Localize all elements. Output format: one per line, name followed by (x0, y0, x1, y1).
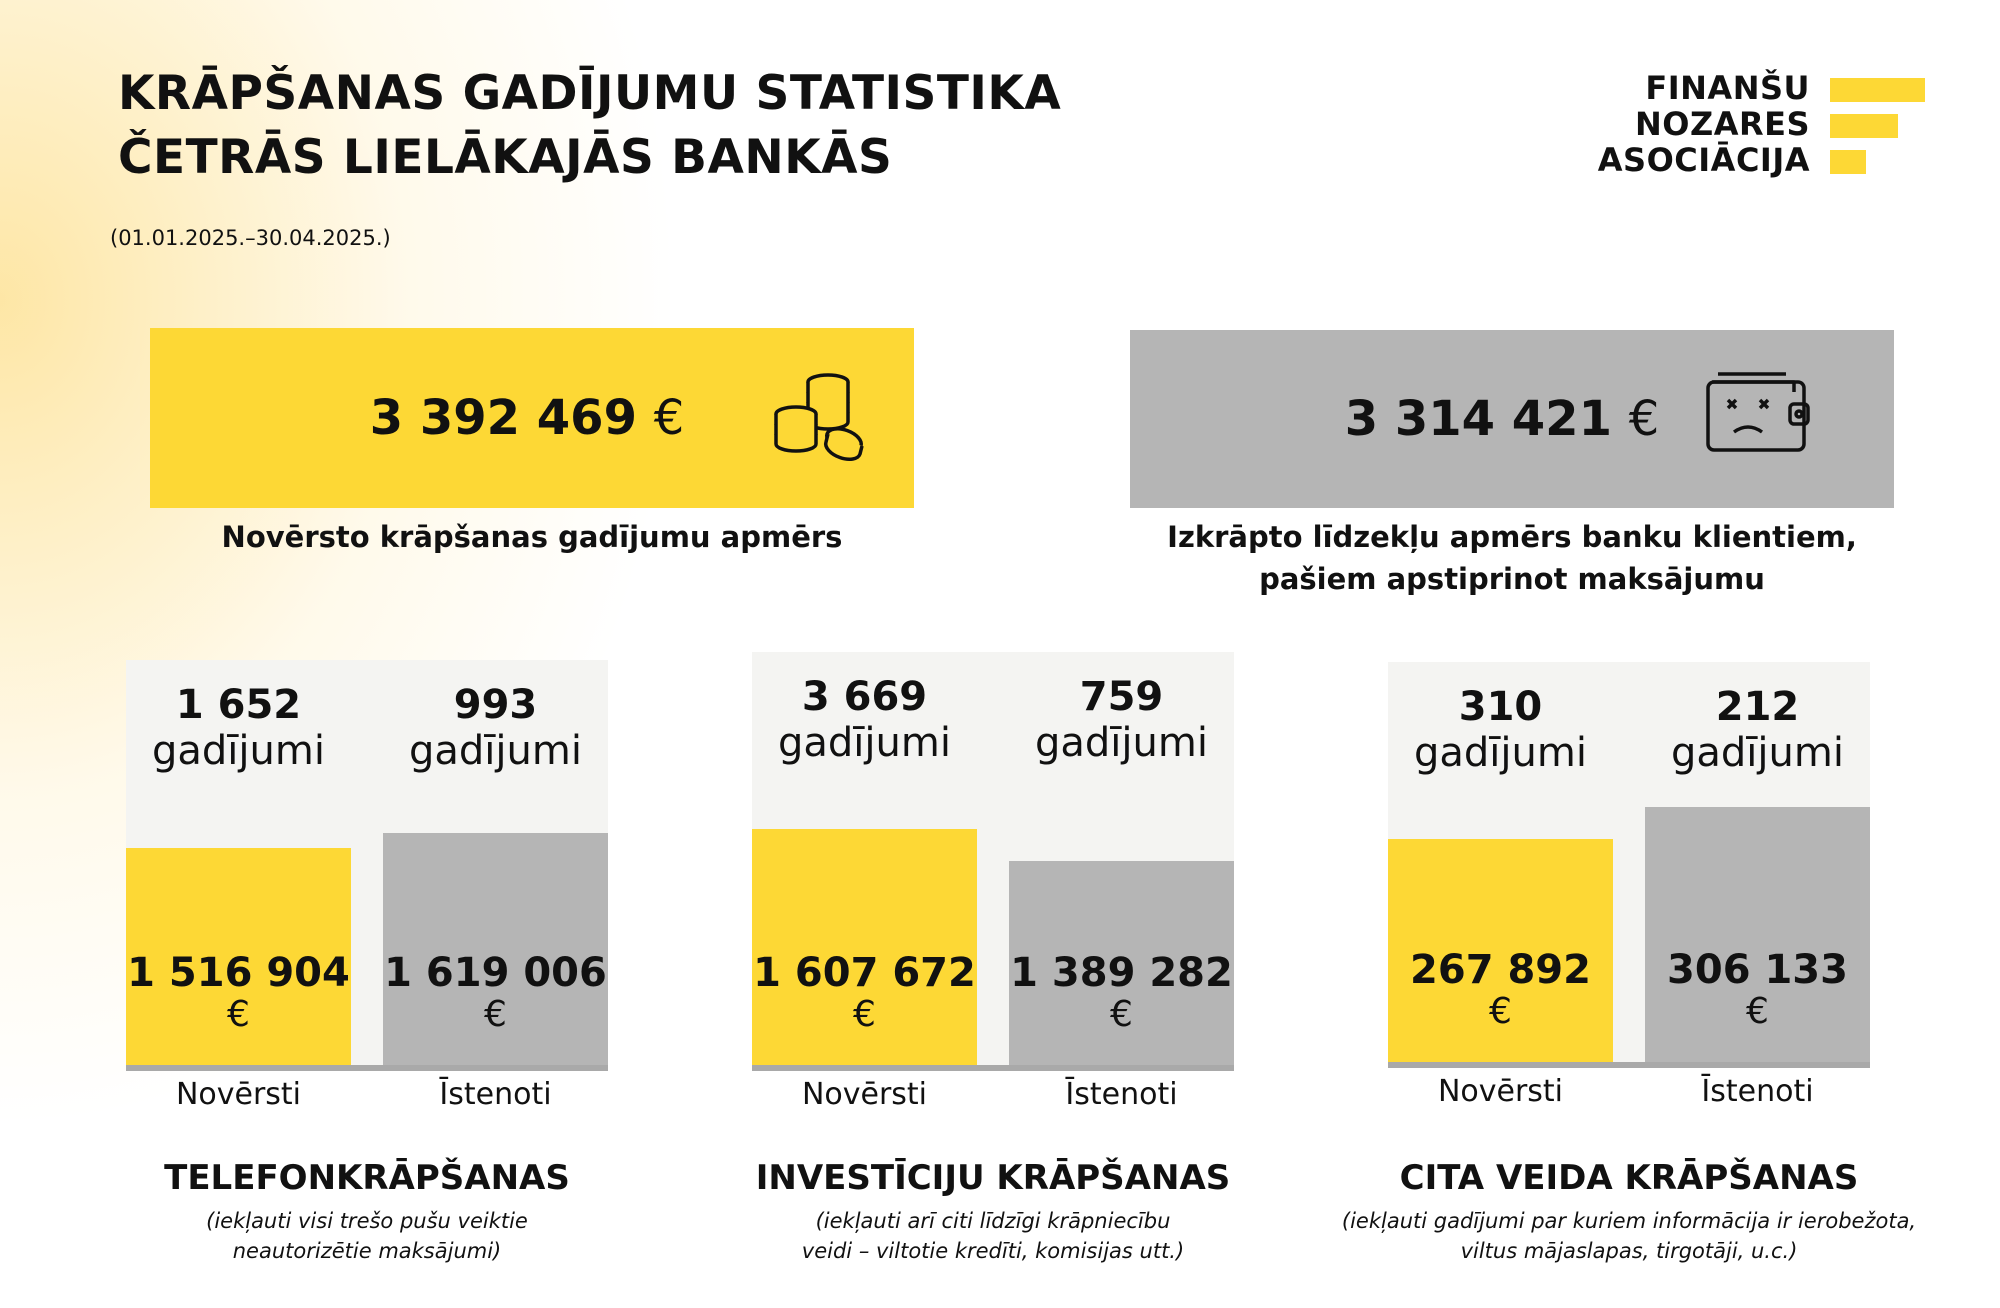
chart-note-line-1: (iekļauti gadījumi par kuriem informācij… (1341, 1209, 1917, 1233)
bar-prevented (126, 848, 351, 1065)
value-amount: 267 892 (1410, 947, 1591, 993)
chart-note-line-1: (iekļauti arī citi līdzīgi krāpniecību (815, 1209, 1171, 1233)
category-label: Īstenoti (1065, 1077, 1178, 1112)
stolen-caption-line-2: pašiem apstiprinot maksājumu (1259, 562, 1765, 596)
value-label: 306 133 € (1635, 950, 1880, 1032)
prevented-total-caption: Novērsto krāpšanas gadījumu apmērs (221, 520, 843, 554)
category-label: Īstenoti (439, 1077, 552, 1112)
chart-note: (iekļauti visi trešo pušu veiktie neautor… (37, 1206, 697, 1266)
case-count: 1 652 (175, 682, 302, 728)
prevented-total-amount: 3 392 469 (369, 390, 637, 446)
category-label: Novērsti (1437, 1074, 1564, 1109)
case-count-label: 310 gadījumi (1388, 684, 1613, 776)
case-count-unit: gadījumi (409, 728, 582, 774)
case-count-unit: gadījumi (1671, 730, 1844, 776)
chart-title: CITA VEIDA KRĀPŠANAS (1399, 1158, 1859, 1198)
stolen-total-currency: € (1628, 391, 1660, 447)
bar-prevented (1388, 839, 1613, 1062)
value-label: 1 516 904 € (116, 953, 361, 1035)
value-currency: € (227, 994, 250, 1035)
value-amount: 1 607 672 (753, 950, 976, 996)
stolen-total-caption: Izkrāpto līdzekļu apmērs banku klientiem… (1130, 516, 1894, 600)
chart-note: (iekļauti gadījumi par kuriem informācij… (1299, 1206, 1959, 1266)
case-count-unit: gadījumi (1414, 730, 1587, 776)
prevented-total-box: 3 392 469 € (150, 328, 914, 508)
logo-line-3: ASOCIĀCIJA (1597, 141, 1810, 179)
coins-stack-icon (774, 373, 864, 461)
prevented-total-currency: € (653, 390, 685, 446)
value-currency: € (1489, 991, 1512, 1032)
case-count: 993 (453, 682, 538, 728)
bar-executed (383, 833, 608, 1065)
category-label: Novērsti (801, 1077, 928, 1112)
chart-note-line-2: veidi – viltotie kredīti, komisijas utt.… (801, 1239, 1185, 1263)
logo-text: FINANŠU NOZARES ASOCIĀCIJA (1560, 70, 1810, 178)
case-count-label: 3 669 gadījumi (752, 674, 977, 766)
value-amount: 1 516 904 (127, 950, 350, 996)
bar-executed (1009, 861, 1234, 1065)
logo-line-1: FINANŠU (1645, 69, 1810, 107)
title-line-2: ČETRĀS LIELĀKAJĀS BANKĀS (118, 130, 893, 185)
bar-prevented (752, 829, 977, 1065)
case-count-label: 993 gadījumi (383, 682, 608, 774)
chart-note-line-2: neautorizētie maksājumi) (232, 1239, 502, 1263)
logo-line-2: NOZARES (1635, 105, 1810, 143)
title-line-1: KRĀPŠANAS GADĪJUMU STATISTIKA (118, 66, 1062, 121)
chart-title: TELEFONKRĀPŠANAS (164, 1158, 570, 1198)
case-count-label: 1 652 gadījumi (126, 682, 351, 774)
value-currency: € (1110, 994, 1133, 1035)
case-count-label: 212 gadījumi (1645, 684, 1870, 776)
chart-note: (iekļauti arī citi līdzīgi krāpniecību ve… (663, 1206, 1323, 1266)
case-count-unit: gadījumi (1035, 720, 1208, 766)
value-label: 1 389 282 € (999, 953, 1244, 1035)
category-label: Īstenoti (1701, 1074, 1814, 1109)
stolen-total-amount: 3 314 421 (1344, 391, 1612, 447)
value-label: 267 892 € (1378, 950, 1623, 1032)
chart-baseline (126, 1065, 608, 1071)
logo-bar-2 (1830, 114, 1898, 138)
stolen-caption-line-1: Izkrāpto līdzekļu apmērs banku klientiem… (1167, 520, 1857, 554)
case-count-unit: gadījumi (152, 728, 325, 774)
case-count-label: 759 gadījumi (1009, 674, 1234, 766)
case-count: 3 669 (801, 674, 928, 720)
case-count: 310 (1458, 684, 1543, 730)
empty-wallet-icon (1706, 372, 1810, 452)
prevented-total-value: 3 392 469 € (370, 390, 684, 446)
chart-note-line-2: viltus mājaslapas, tirgotāji, u.c.) (1460, 1239, 1798, 1263)
logo-bar-3 (1830, 150, 1866, 174)
case-count: 212 (1715, 684, 1800, 730)
chart-baseline (752, 1065, 1234, 1071)
chart-baseline (1388, 1062, 1870, 1068)
stolen-total-value: 3 314 421 € (1345, 391, 1659, 447)
value-currency: € (853, 994, 876, 1035)
value-currency: € (1746, 991, 1769, 1032)
value-label: 1 619 006 € (373, 953, 618, 1035)
chart-title: INVESTĪCIJU KRĀPŠANAS (755, 1158, 1231, 1198)
value-amount: 1 389 282 (1010, 950, 1233, 996)
value-amount: 1 619 006 (384, 950, 607, 996)
value-label: 1 607 672 € (742, 953, 987, 1035)
page-title: KRĀPŠANAS GADĪJUMU STATISTIKA ČETRĀS LIE… (118, 62, 1061, 190)
category-label: Novērsti (175, 1077, 302, 1112)
logo-bar-1 (1830, 78, 1925, 102)
case-count-unit: gadījumi (778, 720, 951, 766)
bar-executed (1645, 807, 1870, 1062)
period-label: (01.01.2025.–30.04.2025.) (110, 226, 391, 250)
case-count: 759 (1079, 674, 1164, 720)
value-currency: € (484, 994, 507, 1035)
stolen-total-box: 3 314 421 € (1130, 330, 1894, 508)
chart-note-line-1: (iekļauti visi trešo pušu veiktie (206, 1209, 528, 1233)
value-amount: 306 133 (1667, 947, 1848, 993)
